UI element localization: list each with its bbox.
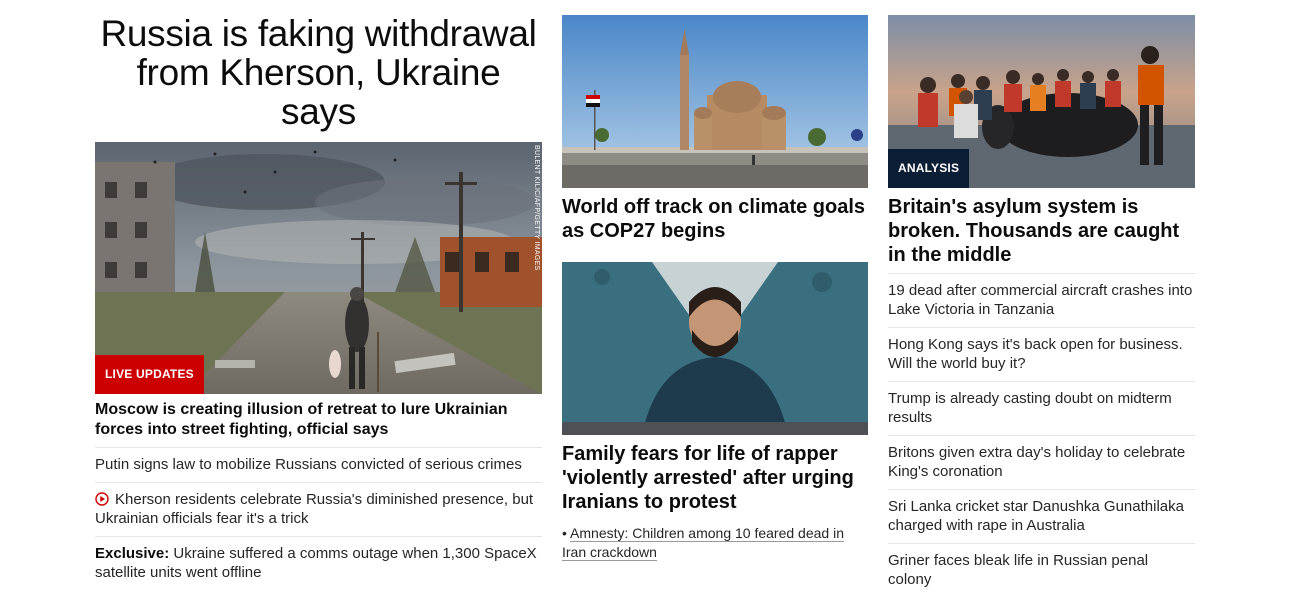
list-item[interactable]: Trump is already casting doubt on midter… <box>888 382 1195 436</box>
list-item[interactable]: Exclusive: Ukraine suffered a comms outa… <box>95 537 542 590</box>
list-item-text: Ukraine suffered a comms outage when 1,3… <box>95 545 537 581</box>
right-column: ANALYSIS Britain's asylum system is brok… <box>888 0 1195 597</box>
rapper-image[interactable] <box>562 262 868 435</box>
bullet: • <box>562 525 567 541</box>
asylum-headline[interactable]: Britain's asylum system is broken. Thous… <box>888 188 1195 274</box>
mosque-photo <box>562 15 868 188</box>
list-item-text: Putin signs law to mobilize Russians con… <box>95 456 522 473</box>
sub-link-text: Amnesty: Children among 10 feared dead i… <box>562 525 844 561</box>
main-related-list: Putin signs law to mobilize Russians con… <box>95 448 542 590</box>
rapper-portrait-photo <box>562 262 868 435</box>
list-item[interactable]: Hong Kong says it's back open for busine… <box>888 328 1195 382</box>
main-headline[interactable]: Russia is faking withdrawal from Kherson… <box>100 13 537 132</box>
main-story-image[interactable]: BULENT KILIC/AFP/GETTY IMAGES LIVE UPDAT… <box>95 142 542 394</box>
photo-credit: BULENT KILIC/AFP/GETTY IMAGES <box>533 145 540 271</box>
list-item[interactable]: Britons given extra day's holiday to cel… <box>888 436 1195 490</box>
video-play-icon <box>95 492 109 506</box>
list-item[interactable]: Putin signs law to mobilize Russians con… <box>95 448 542 483</box>
cop27-headline[interactable]: World off track on climate goals as COP2… <box>562 196 866 242</box>
kherson-street-photo <box>95 142 542 394</box>
middle-column: World off track on climate goals as COP2… <box>562 0 868 562</box>
rapper-headline[interactable]: Family fears for life of rapper 'violent… <box>562 443 854 513</box>
list-item[interactable]: 19 dead after commercial aircraft crashe… <box>888 274 1195 328</box>
list-item-text: Kherson residents celebrate Russia's dim… <box>95 491 534 527</box>
main-story-column: Russia is faking withdrawal from Kherson… <box>95 0 542 590</box>
exclusive-label: Exclusive: <box>95 545 170 562</box>
asylum-image[interactable]: ANALYSIS <box>888 15 1195 188</box>
right-headline-list: 19 dead after commercial aircraft crashe… <box>888 274 1195 597</box>
amnesty-sub-link[interactable]: • Amnesty: Children among 10 feared dead… <box>562 524 868 562</box>
list-item[interactable]: Kherson residents celebrate Russia's dim… <box>95 483 542 537</box>
list-item[interactable]: Griner faces bleak life in Russian penal… <box>888 552 1149 588</box>
list-item[interactable]: Sri Lanka cricket star Danushka Gunathil… <box>888 490 1195 544</box>
main-lead-link[interactable]: Moscow is creating illusion of retreat t… <box>95 394 542 448</box>
analysis-badge: ANALYSIS <box>888 149 970 188</box>
live-updates-badge: LIVE UPDATES <box>95 355 204 394</box>
cop27-image[interactable] <box>562 15 868 188</box>
